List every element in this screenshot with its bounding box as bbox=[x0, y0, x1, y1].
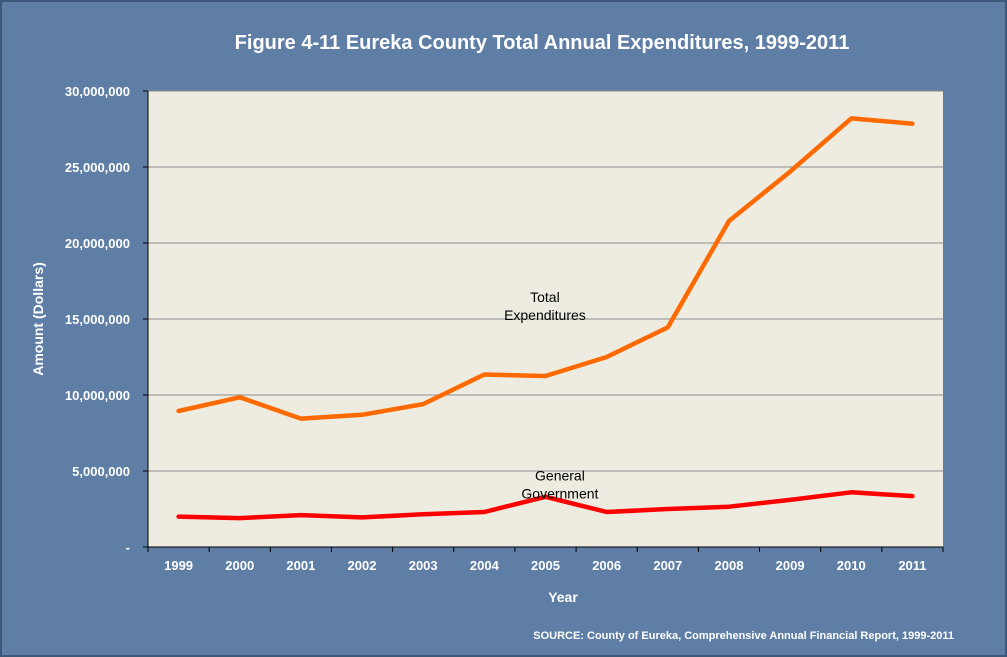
x-tick-label: 2005 bbox=[531, 558, 560, 573]
x-axis-ticks: 1999 2000 2001 2002 2003 2004 2005 2006 2007 2008… bbox=[147, 91, 944, 573]
gridlines bbox=[148, 90, 943, 472]
y-tick-label: 20,000,000 bbox=[65, 236, 130, 251]
annotation-label: General bbox=[535, 467, 585, 483]
source-note: SOURCE: County of Eureka, Comprehensive … bbox=[533, 630, 954, 642]
x-tick-label: 2009 bbox=[776, 558, 805, 573]
y-axis-label: Amount (Dollars) bbox=[30, 262, 46, 376]
x-tick-label: 2010 bbox=[837, 558, 866, 573]
x-tick-label: 2000 bbox=[225, 558, 254, 573]
series-line-1 bbox=[176, 116, 915, 421]
y-tick-label: 15,000,000 bbox=[65, 312, 130, 327]
series-lines bbox=[176, 116, 915, 521]
annotation-label: Expenditures bbox=[504, 307, 586, 323]
x-tick-label: 2003 bbox=[409, 558, 438, 573]
x-tick-label: 2002 bbox=[348, 558, 377, 573]
y-tick-label: - bbox=[126, 540, 130, 555]
annotation-label: Total bbox=[530, 289, 560, 305]
y-axis-ticks: - 5,000,000 10,000,000 15,000,000 20,000,000… bbox=[65, 84, 148, 555]
series-line-2 bbox=[176, 490, 915, 521]
x-axis-label: Year bbox=[548, 589, 578, 605]
x-tick-label: 2004 bbox=[470, 558, 500, 573]
x-tick-label: 1999 bbox=[164, 558, 193, 573]
chart-title: Figure 4-11 Eureka County Total Annual E… bbox=[235, 32, 850, 54]
y-tick-label: 25,000,000 bbox=[65, 160, 130, 175]
y-tick-label: 5,000,000 bbox=[72, 464, 130, 479]
x-tick-label: 2011 bbox=[898, 558, 926, 573]
x-tick-label: 2008 bbox=[715, 558, 744, 573]
x-tick-label: 2007 bbox=[653, 558, 682, 573]
annotation-label: Government bbox=[521, 485, 598, 501]
x-tick-label: 2001 bbox=[286, 558, 315, 573]
series-annotations: Total Expenditures General Government bbox=[504, 289, 598, 501]
y-tick-label: 10,000,000 bbox=[65, 388, 130, 403]
x-tick-label: 2006 bbox=[592, 558, 621, 573]
y-tick-label: 30,000,000 bbox=[65, 84, 130, 99]
